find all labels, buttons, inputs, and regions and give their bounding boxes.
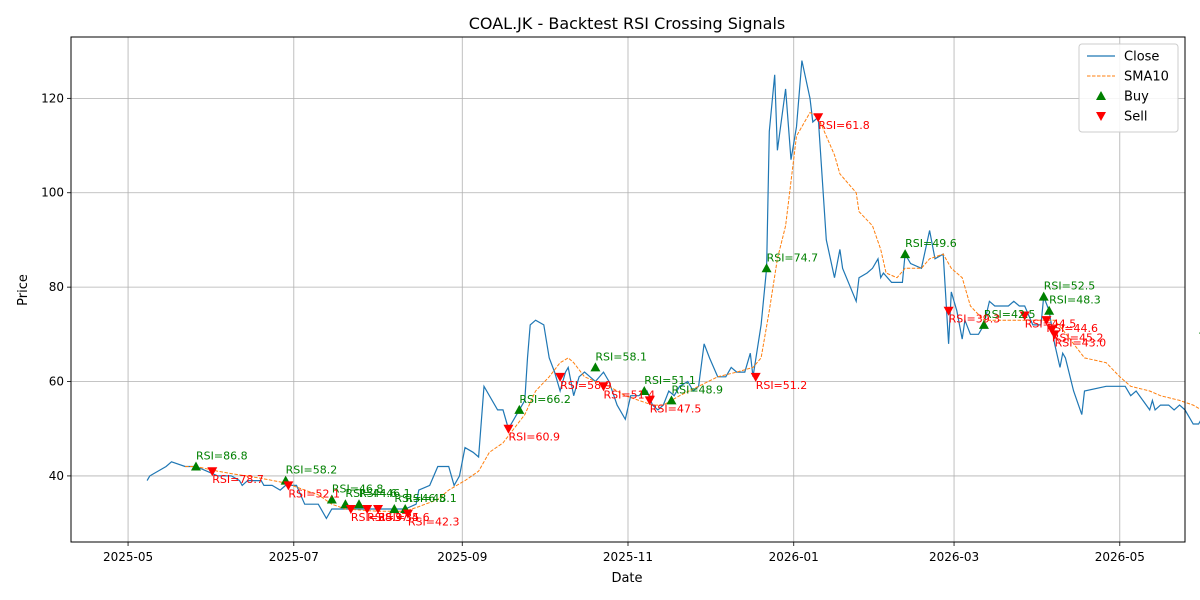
buy-annotation: RSI=49.6 bbox=[905, 237, 957, 250]
buy-marker bbox=[590, 362, 601, 372]
plot-frame bbox=[70, 36, 1186, 543]
x-tick-label: 2025-11 bbox=[603, 550, 653, 564]
buy-annotation: RSI=58.2 bbox=[286, 464, 338, 477]
sell-marker bbox=[283, 481, 294, 491]
buy-annotation: RSI=46.5 bbox=[394, 492, 446, 505]
buy-marker bbox=[978, 319, 989, 329]
sell-annotation: RSI=58.9 bbox=[560, 379, 612, 392]
sell-marker bbox=[345, 504, 356, 514]
chart-title: COAL.JK - Backtest RSI Crossing Signals bbox=[469, 14, 786, 33]
legend-label: Close bbox=[1124, 50, 1159, 65]
legend-sell-swatch bbox=[1096, 112, 1106, 121]
buy-marker bbox=[354, 499, 365, 509]
buy-marker bbox=[639, 385, 650, 395]
buy-annotation: RSI=58.1 bbox=[595, 350, 647, 363]
y-axis-label: Price bbox=[16, 274, 31, 306]
sell-marker bbox=[750, 372, 761, 382]
buy-marker bbox=[514, 404, 525, 414]
sell-annotation: RSI=78.7 bbox=[212, 473, 264, 486]
sell-marker bbox=[555, 372, 566, 382]
sell-marker bbox=[598, 382, 609, 392]
buy-annotation: RSI=52.5 bbox=[1044, 280, 1096, 293]
x-tick-label: 2026-01 bbox=[769, 550, 819, 564]
sell-annotation: RSI=39.3 bbox=[949, 313, 1001, 326]
signal-markers bbox=[190, 113, 1200, 519]
sell-marker bbox=[503, 424, 514, 434]
buy-annotation: RSI=86.8 bbox=[196, 449, 248, 462]
x-tick-label: 2026-05 bbox=[1095, 550, 1145, 564]
sell-annotation: RSI=42.3 bbox=[408, 516, 460, 529]
sell-annotation: RSI=44.6 bbox=[1046, 322, 1098, 335]
sell-annotation: RSI=51.4 bbox=[604, 388, 656, 401]
legend-box bbox=[1078, 43, 1179, 133]
legend: Close SMA10 Buy Sell bbox=[1078, 43, 1179, 133]
sell-marker bbox=[1041, 316, 1052, 326]
sell-annotation: RSI=60.9 bbox=[508, 431, 560, 444]
sell-annotation: RSI=38.9 bbox=[351, 511, 403, 524]
legend-label: Sell bbox=[1124, 110, 1147, 125]
sell-annotation: RSI=43.0 bbox=[1055, 336, 1107, 349]
buy-annotation: RSI=46.1 bbox=[359, 487, 411, 500]
x-axis-ticks: 2025-05 2025-07 2025-09 2025-11 2026-01 2026-… bbox=[103, 542, 1145, 564]
x-tick-label: 2025-07 bbox=[269, 550, 319, 564]
sell-annotation: RSI=44.5 bbox=[1025, 317, 1077, 330]
plot-area bbox=[146, 60, 1200, 520]
sell-marker bbox=[362, 504, 373, 514]
sell-marker bbox=[1049, 330, 1060, 340]
x-tick-label: 2025-09 bbox=[437, 550, 487, 564]
buy-annotation: RSI=48.3 bbox=[1049, 294, 1101, 307]
sell-annotation: RSI=51.2 bbox=[756, 379, 808, 392]
legend-label: Buy bbox=[1124, 90, 1149, 105]
close-price-line bbox=[146, 60, 1200, 520]
x-tick-label: 2026-03 bbox=[929, 550, 979, 564]
buy-marker bbox=[666, 395, 677, 405]
signal-annotations: RSI=86.8RSI=58.2RSI=46.8RSI=44.6RSI=46.1… bbox=[196, 119, 1107, 529]
buy-marker bbox=[900, 249, 911, 259]
sell-marker bbox=[402, 509, 413, 519]
sell-annotation: RSI=61.8 bbox=[818, 119, 870, 132]
sell-marker bbox=[644, 396, 655, 406]
sell-annotation: RSI=37.4 bbox=[367, 511, 419, 524]
buy-annotation: RSI=44.6 bbox=[345, 487, 397, 500]
buy-annotation: RSI=66.2 bbox=[519, 393, 571, 406]
buy-annotation: RSI=48.9 bbox=[671, 383, 723, 396]
buy-annotation: RSI=48.1 bbox=[405, 492, 457, 505]
sell-marker bbox=[373, 504, 384, 514]
sell-marker bbox=[1046, 325, 1057, 335]
buy-annotation: RSI=42.5 bbox=[984, 308, 1036, 321]
y-tick-label: 40 bbox=[49, 469, 64, 483]
buy-annotation: RSI=46.8 bbox=[332, 483, 384, 496]
buy-annotation: RSI=74.7 bbox=[767, 251, 819, 264]
sell-annotation: RSI=47.5 bbox=[650, 402, 702, 415]
sell-marker bbox=[943, 306, 954, 316]
sell-marker bbox=[813, 113, 824, 123]
sell-annotation: RSI=52.1 bbox=[288, 487, 340, 500]
buy-marker bbox=[1038, 291, 1049, 301]
x-tick-label: 2025-05 bbox=[103, 550, 153, 564]
buy-marker bbox=[389, 503, 400, 513]
x-axis-label: Date bbox=[611, 571, 642, 586]
sell-annotation: RSI=45.2 bbox=[1052, 332, 1104, 345]
sell-marker bbox=[207, 467, 218, 477]
y-tick-label: 120 bbox=[41, 91, 64, 105]
buy-annotation: RSI=51.1 bbox=[644, 374, 696, 387]
sell-annotation: RSI=35.6 bbox=[378, 511, 430, 524]
legend-buy-swatch bbox=[1096, 91, 1106, 100]
grid bbox=[71, 37, 1185, 542]
legend-label: SMA10 bbox=[1124, 70, 1169, 85]
buy-marker bbox=[761, 263, 772, 273]
buy-marker bbox=[190, 461, 201, 471]
sell-marker bbox=[1019, 311, 1030, 321]
y-tick-label: 60 bbox=[49, 375, 64, 389]
y-tick-label: 80 bbox=[49, 280, 64, 294]
y-axis-ticks: 40 60 80 100 120 bbox=[41, 91, 71, 483]
buy-marker bbox=[1044, 305, 1055, 315]
buy-marker bbox=[326, 494, 337, 504]
y-tick-label: 100 bbox=[41, 186, 64, 200]
